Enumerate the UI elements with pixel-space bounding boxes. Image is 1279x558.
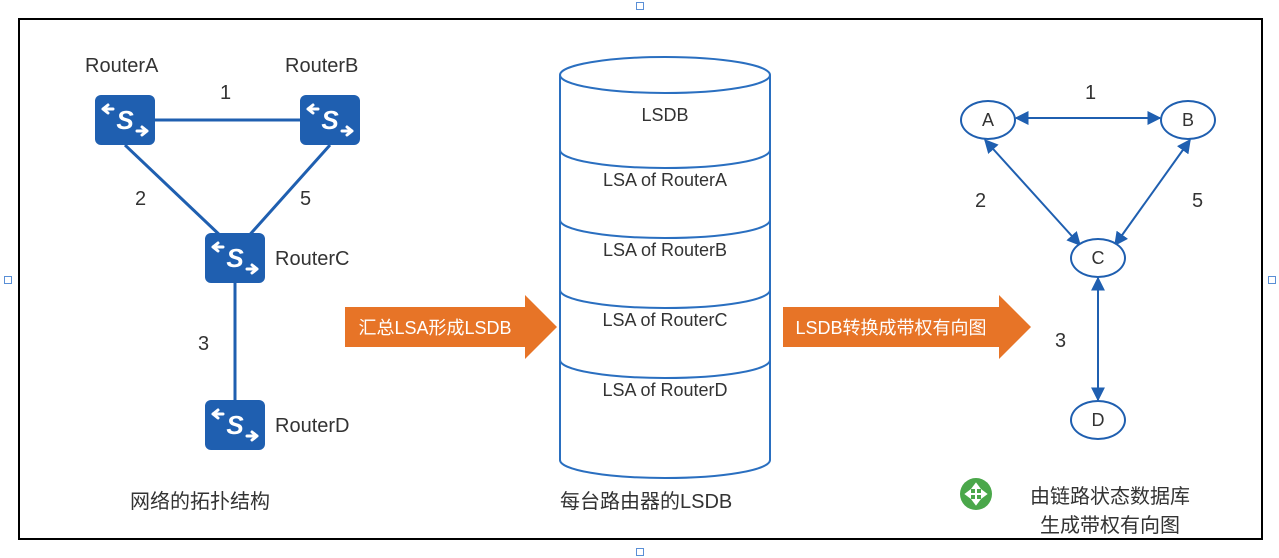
edge-cost-label: 2 [975,190,986,213]
move-arrows-icon [964,482,988,506]
edge-cost-label: 5 [1192,190,1203,213]
move-handle-icon[interactable] [960,478,992,510]
graph-node-b: B [1160,100,1216,140]
diagram-canvas: S S S S RouterA RouterB RouterC RouterD 1 2 5… [0,0,1279,558]
router-icon-b: S [300,95,360,145]
topology-caption: 网络的拓扑结构 [130,485,270,514]
lsdb-caption: 每台路由器的LSDB [560,485,732,514]
link-cost-label: 1 [220,82,231,105]
lsdb-row: LSA of RouterA [560,170,770,191]
selection-handle[interactable] [4,276,12,284]
router-label-b: RouterB [285,55,358,78]
edge-cost-label: 3 [1055,330,1066,353]
edge-cost-label: 1 [1085,82,1096,105]
selection-handle[interactable] [636,548,644,556]
graph-caption: 由链路状态数据库 生成带权有向图 [1000,480,1220,538]
graph-node-a: A [960,100,1016,140]
router-label-d: RouterD [275,415,349,438]
link-cost-label: 2 [135,188,146,211]
graph-caption-line2: 生成带权有向图 [1040,515,1180,537]
graph-node-d: D [1070,400,1126,440]
arrow-lsdb-to-graph-label: LSDB转换成带权有向图 [783,307,999,347]
graph-caption-line1: 由链路状态数据库 [1030,486,1190,508]
arrow-head-icon [525,295,557,359]
graph-node-c: C [1070,238,1126,278]
arrow-head-icon [999,295,1031,359]
arrow-lsa-to-lsdb: 汇总LSA形成LSDB [345,295,557,359]
arrow-lsdb-to-graph: LSDB转换成带权有向图 [783,295,1031,359]
selection-handle[interactable] [636,2,644,10]
router-icon-a: S [95,95,155,145]
lsdb-title: LSDB [560,105,770,126]
router-label-c: RouterC [275,248,349,271]
router-label-a: RouterA [85,55,158,78]
lsdb-row: LSA of RouterD [560,380,770,401]
lsdb-row: LSA of RouterB [560,240,770,261]
lsdb-row: LSA of RouterC [560,310,770,331]
selection-handle[interactable] [1268,276,1276,284]
router-icon-c: S [205,233,265,283]
link-cost-label: 5 [300,188,311,211]
link-cost-label: 3 [198,333,209,356]
router-icon-d: S [205,400,265,450]
arrow-lsa-to-lsdb-label: 汇总LSA形成LSDB [345,307,525,347]
